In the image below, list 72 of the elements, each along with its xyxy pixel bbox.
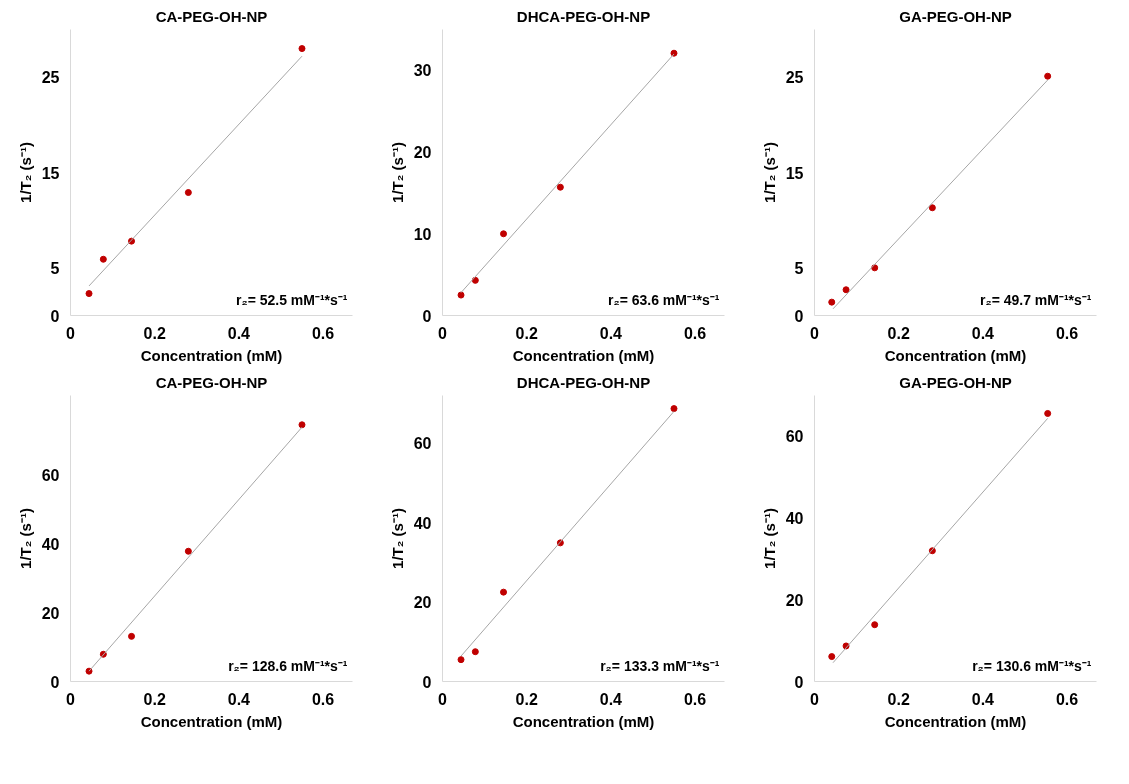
- y-axis-title: 1/T₂ (s⁻¹): [388, 142, 406, 203]
- x-tick-label: 0.4: [971, 690, 995, 708]
- x-tick-label: 0.6: [311, 690, 335, 708]
- x-tick-label: 0.2: [143, 324, 166, 342]
- chart-title: GA-PEG-OH-NP: [899, 373, 1012, 391]
- y-tick-label: 0: [50, 673, 60, 691]
- x-tick-label: 0.4: [599, 324, 623, 342]
- x-axis-title: Concentration (mM): [884, 712, 1027, 730]
- x-tick-label: 0.2: [515, 690, 538, 708]
- chart-title: CA-PEG-OH-NP: [155, 7, 268, 25]
- x-tick-label: 0.4: [227, 690, 251, 708]
- y-axis-title: 1/T₂ (s⁻¹): [16, 142, 34, 203]
- x-tick-label: 0.6: [683, 690, 707, 708]
- y-tick-label: 20: [413, 144, 432, 162]
- y-tick-label: 5: [794, 259, 804, 277]
- y-tick-label: 60: [785, 428, 804, 446]
- x-tick-label: 0.4: [599, 690, 623, 708]
- y-tick-label: 10: [413, 225, 432, 243]
- y-tick-label: 20: [41, 604, 60, 622]
- y-tick-label: 0: [422, 307, 432, 325]
- annotation: r₂= 130.6 mM⁻¹*s⁻¹: [972, 657, 1092, 674]
- x-tick-label: 0.2: [143, 690, 166, 708]
- x-axis-title: Concentration (mM): [512, 346, 655, 364]
- x-axis-title: Concentration (mM): [140, 712, 283, 730]
- y-axis-title: 1/T₂ (s⁻¹): [16, 508, 34, 569]
- annotation: r₂= 63.6 mM⁻¹*s⁻¹: [607, 291, 720, 308]
- y-tick-label: 60: [41, 466, 60, 484]
- y-tick-label: 0: [794, 307, 804, 325]
- y-tick-label: 0: [50, 307, 60, 325]
- y-tick-label: 40: [413, 514, 432, 532]
- x-tick-label: 0.2: [887, 324, 910, 342]
- annotation: r₂= 49.7 mM⁻¹*s⁻¹: [979, 291, 1092, 308]
- y-tick-label: 25: [785, 69, 804, 87]
- y-tick-label: 0: [794, 673, 804, 691]
- x-tick-label: 0.4: [227, 324, 251, 342]
- annotation: r₂= 133.3 mM⁻¹*s⁻¹: [600, 657, 720, 674]
- x-axis-title: Concentration (mM): [884, 346, 1027, 364]
- x-tick-label: 0: [66, 324, 76, 342]
- x-tick-label: 0.6: [1055, 324, 1079, 342]
- y-axis-title: 1/T₂ (s⁻¹): [760, 508, 778, 569]
- y-tick-label: 30: [413, 62, 432, 80]
- x-tick-label: 0.2: [887, 690, 910, 708]
- x-tick-label: 0.6: [311, 324, 335, 342]
- y-tick-label: 20: [785, 591, 804, 609]
- y-tick-label: 60: [413, 435, 432, 453]
- y-axis-title: 1/T₂ (s⁻¹): [760, 142, 778, 203]
- y-tick-label: 25: [41, 69, 60, 87]
- y-tick-label: 0: [422, 673, 432, 691]
- y-tick-label: 40: [785, 510, 804, 528]
- x-tick-label: 0: [438, 324, 448, 342]
- x-tick-label: 0: [810, 690, 820, 708]
- y-tick-label: 15: [41, 164, 60, 182]
- y-tick-label: 15: [785, 164, 804, 182]
- y-tick-label: 40: [41, 535, 60, 553]
- x-tick-label: 0: [438, 690, 448, 708]
- chart-title: CA-PEG-OH-NP: [155, 373, 268, 391]
- y-tick-label: 20: [413, 594, 432, 612]
- x-tick-label: 0.4: [971, 324, 995, 342]
- x-tick-label: 0.6: [1055, 690, 1079, 708]
- chart-title: DHCA-PEG-OH-NP: [516, 7, 651, 25]
- chart-title: DHCA-PEG-OH-NP: [516, 373, 651, 391]
- chart-title: GA-PEG-OH-NP: [899, 7, 1012, 25]
- y-tick-label: 5: [50, 259, 60, 277]
- annotation: r₂= 52.5 mM⁻¹*s⁻¹: [235, 291, 348, 308]
- x-tick-label: 0: [810, 324, 820, 342]
- x-tick-label: 0.6: [683, 324, 707, 342]
- x-tick-label: 0: [66, 690, 76, 708]
- x-tick-label: 0.2: [515, 324, 538, 342]
- x-axis-title: Concentration (mM): [140, 346, 283, 364]
- annotation: r₂= 128.6 mM⁻¹*s⁻¹: [228, 657, 348, 674]
- x-axis-title: Concentration (mM): [512, 712, 655, 730]
- y-axis-title: 1/T₂ (s⁻¹): [388, 508, 406, 569]
